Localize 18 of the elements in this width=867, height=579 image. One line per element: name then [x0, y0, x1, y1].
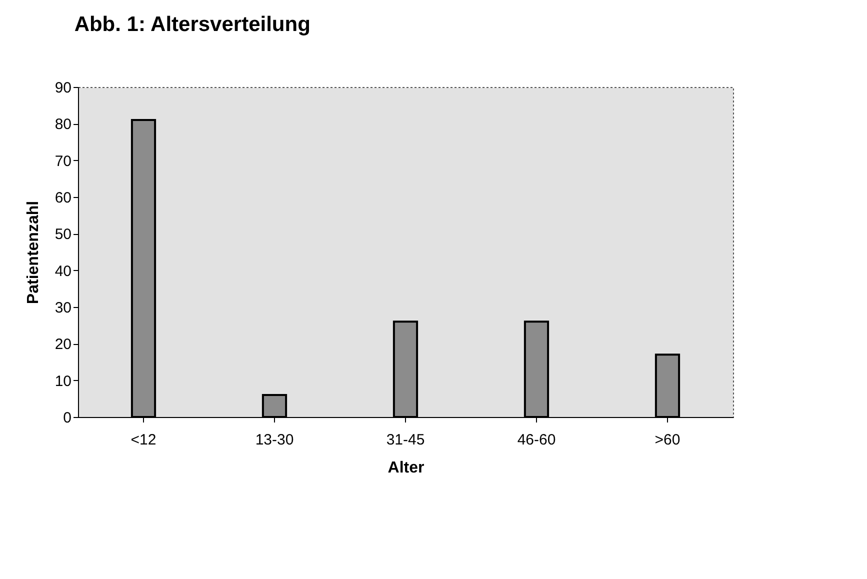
x-axis-title: Alter [388, 460, 424, 476]
y-tick-label: 0 [63, 410, 72, 426]
x-tick-label: >60 [654, 432, 680, 448]
y-tick-label: 50 [54, 226, 72, 244]
y-tick-label: 40 [54, 262, 72, 280]
x-tick-label: 46-60 [517, 432, 556, 448]
x-tick-label: 13-30 [255, 432, 294, 448]
y-tick-label: 10 [54, 372, 72, 390]
x-tick-label: <12 [130, 432, 156, 448]
y-tick-label: 20 [54, 336, 72, 354]
chart-title: Abb. 1: Altersverteilung [74, 13, 310, 36]
y-tick-label: 30 [54, 300, 72, 316]
y-tick-label: 90 [54, 80, 72, 96]
y-tick-label: 70 [54, 152, 72, 170]
y-tick-label: 80 [54, 116, 72, 134]
x-tick-label: 31-45 [386, 432, 425, 448]
y-axis-title: Patientenzahl [24, 200, 42, 304]
y-tick-label: 60 [54, 190, 72, 206]
